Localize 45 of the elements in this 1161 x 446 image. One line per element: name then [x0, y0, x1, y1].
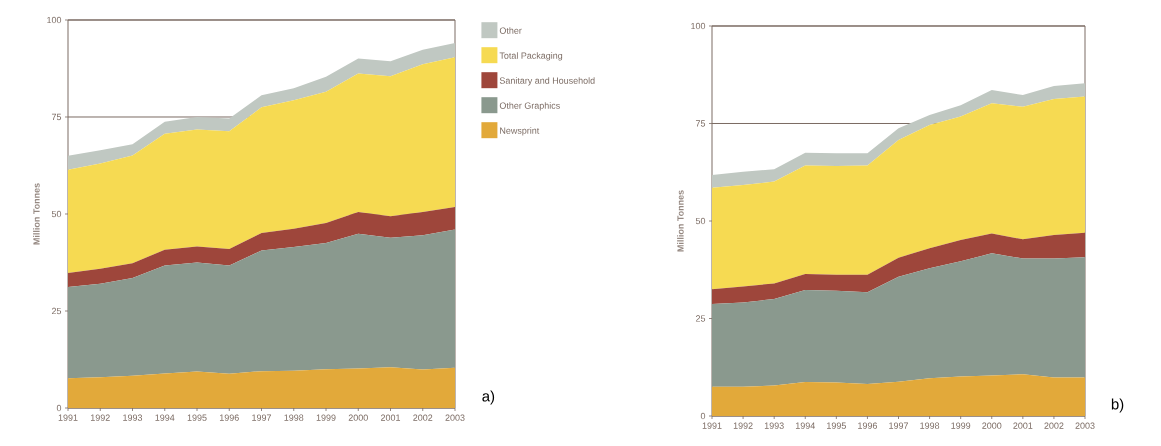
x-tick-label: 1991 — [58, 414, 78, 421]
x-tick-label: 1998 — [920, 422, 940, 429]
x-tick-label: 2001 — [380, 414, 401, 421]
legend-label: Other Graphics — [499, 102, 560, 111]
x-tick-label: 2003 — [445, 414, 465, 421]
y-tick-label: 0 — [700, 412, 706, 420]
x-tick-label: 1996 — [858, 422, 877, 429]
y-tick-label: 0 — [56, 404, 62, 412]
y-tick-label: 50 — [51, 210, 62, 218]
x-tick-label: 1994 — [795, 422, 815, 429]
x-tick-label: 1993 — [123, 414, 143, 421]
x-tick-label: 1995 — [187, 414, 207, 421]
y-tick-label: 25 — [695, 315, 706, 322]
x-tick-label: 1997 — [252, 414, 272, 421]
y-axis-title: Million Tonnes — [33, 183, 40, 245]
x-tick-label: 1991 — [702, 422, 722, 429]
text: a) — [482, 390, 495, 405]
y-tick-label: 50 — [695, 217, 706, 225]
x-tick-label: 1995 — [827, 422, 846, 429]
legend-label: Total Packaging — [499, 52, 563, 61]
x-tick-label: 1999 — [316, 414, 336, 421]
x-tick-label: 1994 — [155, 414, 175, 421]
x-tick-label: 1999 — [951, 422, 971, 429]
legend-label: Other — [499, 27, 522, 34]
x-tick-label: 2002 — [1044, 422, 1064, 429]
x-tick-label: 2000 — [982, 422, 1002, 429]
y-tick-label: 75 — [51, 113, 62, 121]
legend-label: Newsprint — [500, 127, 540, 136]
x-tick-label: 1996 — [219, 414, 239, 421]
y-tick-label: 25 — [51, 307, 62, 315]
x-tick-label: 1992 — [90, 414, 110, 421]
text: b) — [1111, 398, 1124, 413]
legend-label: Sanitary and Household — [499, 77, 595, 86]
x-tick-label: 1997 — [889, 422, 909, 429]
x-tick-label: 2002 — [413, 414, 433, 421]
x-tick-label: 1998 — [284, 414, 304, 421]
x-tick-label: 2000 — [348, 414, 368, 421]
y-tick-label: 100 — [47, 16, 62, 24]
x-tick-label: 1992 — [733, 422, 753, 429]
y-tick-label: 100 — [691, 22, 706, 30]
y-tick-label: 75 — [695, 120, 706, 127]
x-tick-label: 2001 — [1013, 422, 1033, 429]
x-tick-label: 2003 — [1075, 422, 1095, 429]
y-axis-title: Million Tonnes — [677, 190, 684, 252]
x-tick-label: 1993 — [764, 422, 784, 429]
